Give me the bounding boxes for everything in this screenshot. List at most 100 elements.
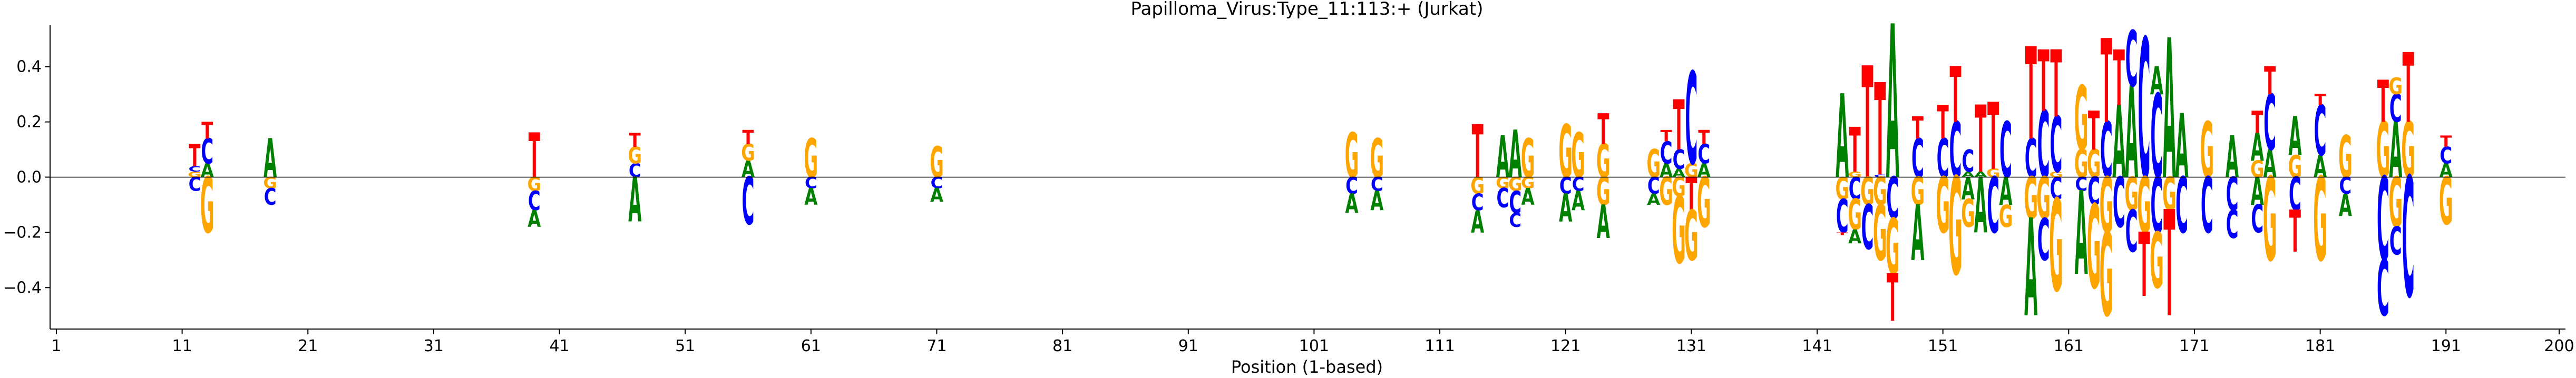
logo-letter-G: G <box>2137 161 2151 251</box>
x-tick-label: 21 <box>298 337 318 355</box>
logo-letter-C: C <box>1937 127 1949 190</box>
logo-letter-G: G <box>1961 192 1975 236</box>
logo-letter-G: G <box>1886 203 1900 292</box>
x-tick-label: 101 <box>1299 337 1329 355</box>
logo-letter-C: C <box>1673 144 1685 176</box>
logo-letter-T: T <box>1874 58 1886 205</box>
logo-letter-A: A <box>1496 124 1509 191</box>
logo-letter-C: C <box>1911 127 1924 190</box>
logo-letter-G: G <box>628 143 642 170</box>
x-tick-label: 151 <box>1928 337 1958 355</box>
x-tick-label: 91 <box>1178 337 1198 355</box>
logo-letter-G: G <box>1684 196 1699 277</box>
x-tick-label: 61 <box>801 337 821 355</box>
logo-letter-T: T <box>189 138 200 174</box>
logo-letter-A: A <box>2150 59 2163 104</box>
logo-letter-T: T <box>1987 83 1999 191</box>
logo-letter-A: A <box>1697 160 1711 182</box>
logo-letter-T: T <box>629 130 641 152</box>
logo-letter-C: C <box>1572 174 1585 196</box>
logo-letter-T: T <box>2101 15 2112 150</box>
logo-letter-C: C <box>1497 183 1509 215</box>
logo-letter-G: G <box>741 140 755 166</box>
y-ticks: −0.4 −0.2 0.0 0.2 0.4 <box>3 58 50 297</box>
logo-letter-A: A <box>1886 0 1899 227</box>
logo-letter-G: G <box>2150 216 2164 306</box>
logo-letter-G: G <box>2074 143 2089 187</box>
logo-letter-T: T <box>1685 168 1697 222</box>
logo-letter-T: T <box>2088 100 2100 163</box>
logo-letter-T: T <box>2113 34 2125 124</box>
logo-letter-C: C <box>264 184 277 211</box>
logo-letter-G: G <box>1873 189 1887 278</box>
logo-letter-C: C <box>1559 173 1572 200</box>
logo-letter-A: A <box>628 165 641 236</box>
logo-letter-G: G <box>1370 127 1384 190</box>
logo-letter-C: C <box>1371 174 1383 196</box>
x-tick-label: 171 <box>2179 337 2209 355</box>
logo-letter-C: C <box>189 174 201 196</box>
logo-letter-C: C <box>1509 210 1521 232</box>
x-tick-label: 181 <box>2305 337 2335 355</box>
logo-letter-C: C <box>2226 168 2239 222</box>
logo-letter-C: C <box>1471 190 1484 216</box>
logo-letter-G: G <box>2074 68 2089 171</box>
logo-letter-T: T <box>2251 105 2263 141</box>
x-axis-label: Position (1-based) <box>1231 357 1383 377</box>
logo-letter-A: A <box>1911 189 1924 278</box>
logo-letter-G: G <box>2439 164 2453 240</box>
logo-letter-A: A <box>2314 149 2327 185</box>
logo-letter-C: C <box>1861 193 1874 264</box>
logo-letter-C: C <box>1345 173 1358 200</box>
logo-letter-G: G <box>2100 161 2114 251</box>
x-tick-label: 161 <box>2054 337 2084 355</box>
logo-letter-A: A <box>1848 226 1861 248</box>
logo-letter-T: T <box>1597 105 1609 154</box>
logo-letter-C: C <box>1949 106 1962 195</box>
logo-letter-A: A <box>930 185 943 207</box>
logo-letter-T: T <box>2138 215 2150 317</box>
logo-letter-T: T <box>1912 111 1924 146</box>
logo-letter-A: A <box>1647 191 1660 208</box>
logo-letter-C: C <box>1999 106 2012 195</box>
logo-letter-G: G <box>2288 149 2302 185</box>
logo-letter-T: T <box>2403 33 2414 145</box>
x-tick-label: 111 <box>1424 337 1455 355</box>
logo-letter-C: C <box>2402 143 2415 335</box>
x-tick-label: 141 <box>1802 337 1832 355</box>
x-tick-label: 200 <box>2544 337 2574 355</box>
y-tick-label: 0.2 <box>16 113 42 132</box>
logo-letter-T: T <box>2289 199 2301 266</box>
logo-letter-C: C <box>2100 106 2113 195</box>
logo-letter-G: G <box>2313 153 2327 287</box>
logo-letter-C: C <box>2339 173 2351 200</box>
logo-letter-G: G <box>1986 166 2001 180</box>
logo-letter-T: T <box>1661 127 1672 145</box>
logo-letter-T: T <box>1861 35 1873 214</box>
logo-letter-A: A <box>1521 184 1535 211</box>
logo-letter-C: C <box>2075 174 2087 196</box>
x-tick-label: 191 <box>2431 337 2461 355</box>
logo-letter-C: C <box>2138 0 2151 222</box>
logo-letter-G: G <box>1684 160 1699 182</box>
logo-letter-G: G <box>1697 163 1711 244</box>
logo-letter-T: T <box>529 121 540 192</box>
logo-letter-C: C <box>2037 92 2050 199</box>
x-tick-label: 71 <box>926 337 947 355</box>
logo-letter-C: C <box>2226 203 2239 247</box>
logo-letter-A: A <box>2263 143 2277 187</box>
logo-letter-T: T <box>1673 85 1684 166</box>
logo-letter-G: G <box>2338 124 2353 191</box>
x-tick-label: 51 <box>675 337 695 355</box>
logo-letter-G: G <box>2250 156 2265 183</box>
logo-letter-C: C <box>1647 173 1660 200</box>
logo-letter-A: A <box>1572 186 1585 217</box>
logo-letter-C: C <box>805 174 817 192</box>
axes-layer <box>50 25 2565 330</box>
logo-letter-G: G <box>1936 161 1950 251</box>
logo-letter-C: C <box>2289 168 2301 222</box>
logo-letter-A: A <box>2125 61 2138 207</box>
logo-letter-A: A <box>2163 0 2176 222</box>
logo-letter-A: A <box>1597 195 1610 249</box>
